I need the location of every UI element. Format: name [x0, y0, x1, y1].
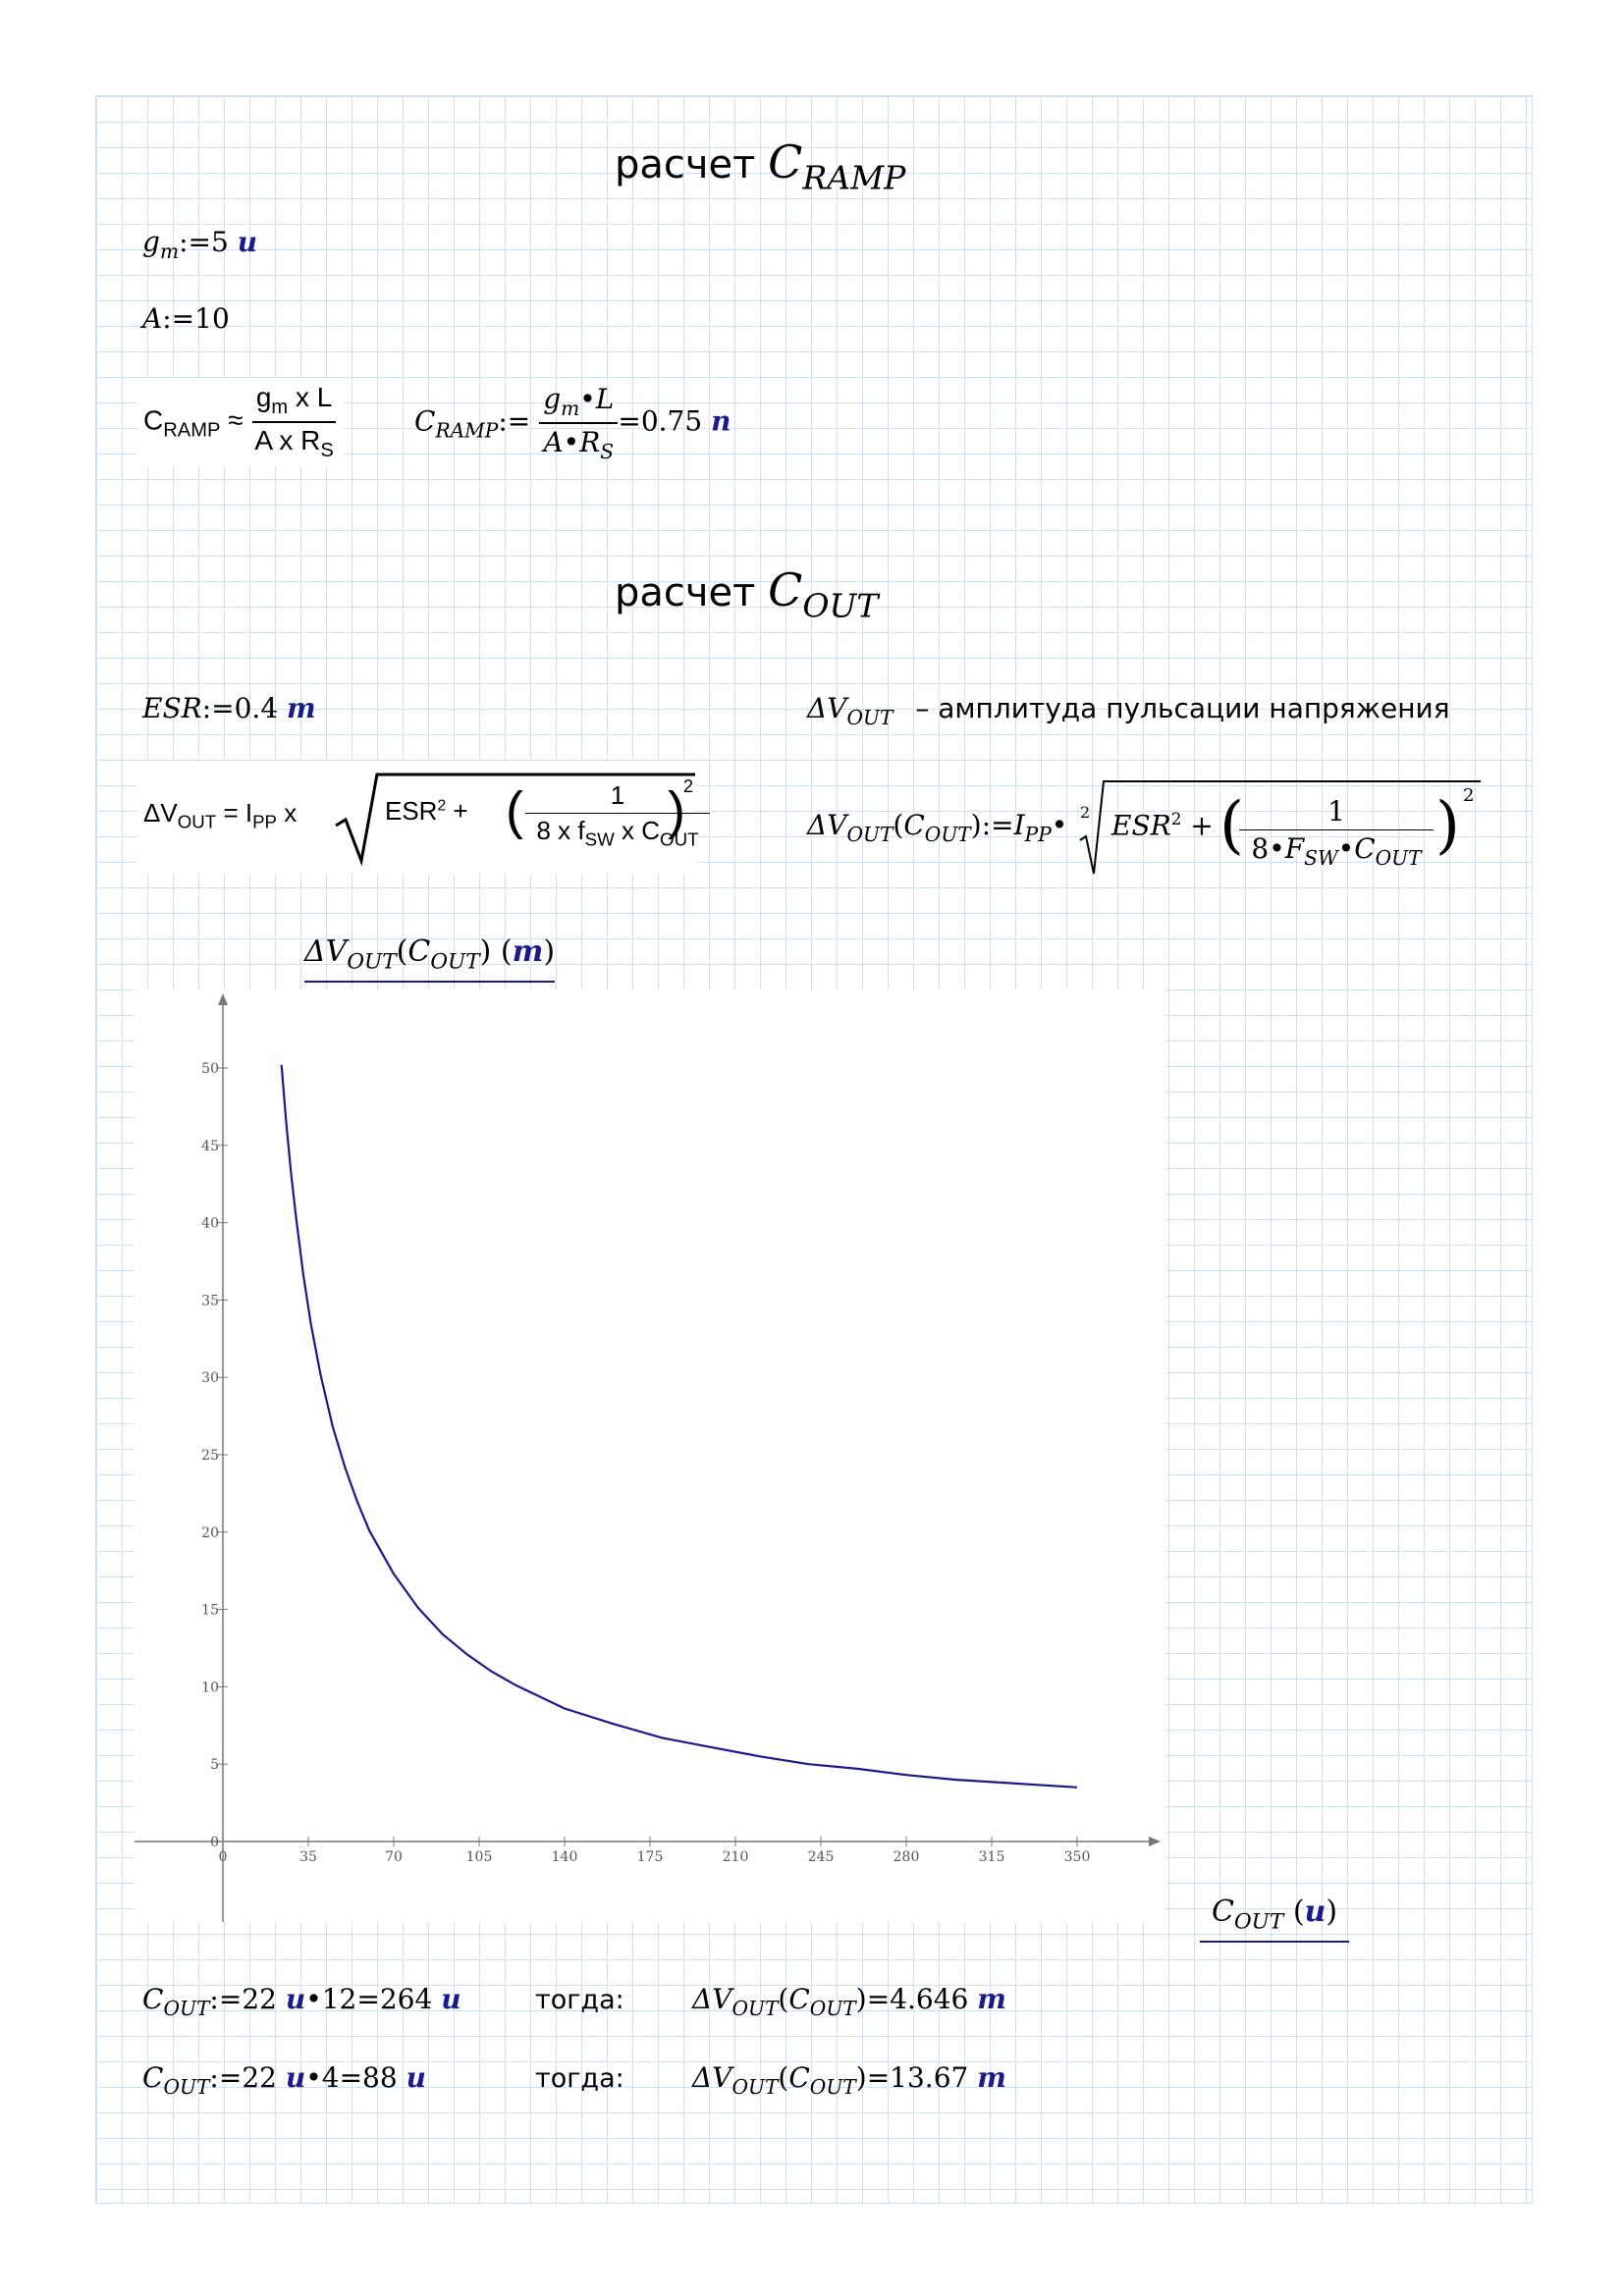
y-tick-label: 25	[201, 1448, 219, 1464]
dvout-description[interactable]: ΔVOUT – амплитуда пульсации напряжения	[807, 692, 1450, 730]
gm-definition[interactable]: gm:=5 u	[142, 226, 258, 264]
y-tick-label: 50	[201, 1061, 219, 1077]
y-tick-label: 5	[210, 1757, 219, 1773]
esr-unit: m	[287, 692, 316, 724]
gm-unit: u	[237, 226, 258, 258]
x-tick-label: 350	[1064, 1849, 1091, 1865]
x-tick-label: 0	[219, 1849, 228, 1865]
plot-y-axis-label[interactable]: ΔVOUT(COUT) (m)	[304, 934, 556, 983]
x-axis-arrow	[1149, 1837, 1161, 1846]
cramp-unit: n	[711, 404, 731, 438]
then-label-1: тогда:	[535, 1985, 624, 2015]
y-tick-label: 35	[201, 1293, 219, 1308]
cramp-formula-image: CRAMP ≈ gm x L A x RS	[137, 378, 344, 467]
cout-calc-2[interactable]: COUT:=22 u•4=88 u	[142, 2061, 426, 2100]
dvout-result-2[interactable]: ΔVOUT(COUT)=13.67 m	[692, 2061, 1006, 2100]
x-tick-label: 210	[723, 1849, 749, 1865]
x-tick-label: 315	[979, 1849, 1005, 1865]
y-tick-label: 30	[201, 1370, 219, 1386]
plot-svg: 0 35 70 105 140 175 210 245 280 315 350 0 5 10 15 20 25 3…	[135, 993, 1161, 1922]
section-title-var: COUT	[768, 563, 879, 625]
y-tick-label: 20	[201, 1525, 219, 1541]
series-line-dvout	[280, 1064, 1078, 1789]
y-tick-label: 0	[210, 1835, 219, 1850]
x-tick-label: 105	[466, 1849, 493, 1865]
x-tick-label: 175	[637, 1849, 664, 1865]
x-tick-label: 35	[299, 1849, 317, 1865]
dvout-function-definition[interactable]: ΔVOUT(COUT):=IPP• 2 ESR2 + ( 1 8•FSW•COU…	[807, 775, 1494, 883]
then-label-2: тогда:	[535, 2063, 624, 2094]
x-tick-label: 140	[552, 1849, 578, 1865]
esr-definition[interactable]: ESR:=0.4 m	[142, 692, 316, 724]
cramp-calculation[interactable]: CRAMP:= gm•L A•RS =0.75 n	[414, 383, 731, 464]
cout-calc-1[interactable]: COUT:=22 u•12=264 u	[142, 1983, 461, 2021]
section-title-cout: расчет COUT	[615, 563, 879, 625]
dvout-result-1[interactable]: ΔVOUT(COUT)=4.646 m	[692, 1983, 1006, 2021]
section-title-text: расчет	[615, 142, 756, 187]
x-tick-label: 280	[893, 1849, 920, 1865]
dvout-formula-image: ΔVOUT = IPP x ESR2 + ( 1 8 x fSW x COUT …	[137, 761, 710, 874]
section-title-text: расчет	[615, 570, 756, 615]
y-axis-arrow	[218, 993, 228, 1005]
sqrt-sign	[335, 773, 695, 867]
x-tick-label: 245	[808, 1849, 835, 1865]
section-title-cramp: расчет CRAMP	[615, 135, 905, 197]
y-tick-label: 10	[201, 1680, 219, 1695]
nth-root-sign	[1079, 780, 1481, 875]
plot-area[interactable]: 0 35 70 105 140 175 210 245 280 315 350 0 5 10 15 20 25 3…	[135, 989, 1165, 1922]
x-tick-label: 70	[385, 1849, 403, 1865]
y-tick-label: 15	[201, 1603, 219, 1619]
plot-x-axis-label[interactable]: COUT (u)	[1200, 1895, 1350, 1943]
y-tick-label: 45	[201, 1139, 219, 1154]
a-definition[interactable]: A:=10	[142, 302, 230, 335]
y-tick-label: 40	[201, 1216, 219, 1232]
section-title-var: CRAMP	[768, 135, 906, 197]
